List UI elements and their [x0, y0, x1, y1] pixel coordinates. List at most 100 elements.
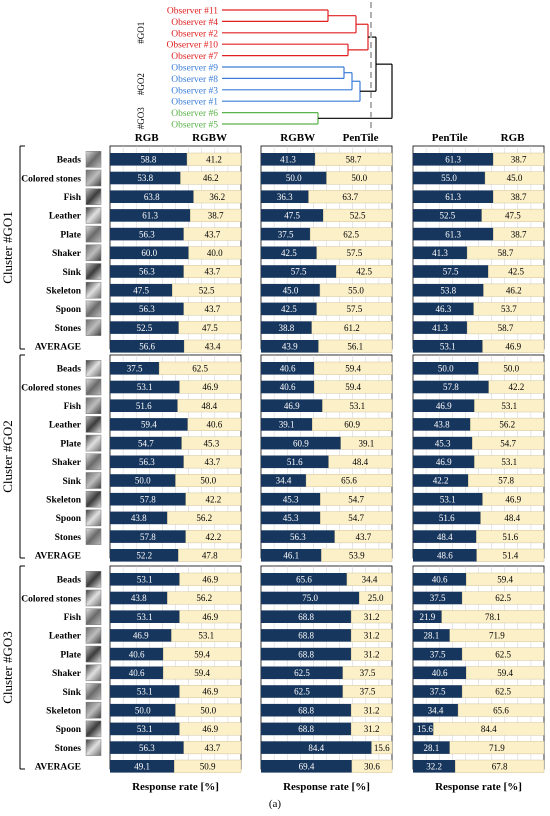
- bar-left: [413, 340, 483, 353]
- bar-right: [178, 548, 242, 562]
- row-label: Skeleton: [46, 496, 82, 506]
- observer-label: Observer #11: [167, 7, 218, 17]
- bar-left: [110, 647, 164, 661]
- bar-left: [110, 209, 191, 222]
- row-label: Shaker: [52, 458, 82, 468]
- bar-right: [441, 610, 545, 624]
- bar-right: [473, 302, 545, 316]
- bar-label-left: 37.5: [430, 687, 446, 697]
- bar-label-left: 57.8: [140, 494, 156, 504]
- bar-left: [110, 666, 164, 680]
- bar-label-left: 41.3: [280, 155, 296, 165]
- bar-label-right: 59.4: [497, 668, 513, 678]
- bar-label-right: 48.4: [352, 457, 368, 467]
- bar-right: [162, 647, 242, 661]
- bar-right: [314, 152, 393, 166]
- bar-label-right: 51.6: [502, 532, 518, 542]
- row-label: AVERAGE: [35, 343, 81, 353]
- row-label: Colored stones: [21, 383, 81, 393]
- bar-label-right: 43.7: [205, 229, 221, 239]
- row-label: Colored stones: [21, 174, 81, 184]
- bar-right: [175, 703, 242, 717]
- row-label: Stones: [55, 533, 82, 543]
- bar-label-right: 67.8: [492, 762, 508, 772]
- bar-right: [178, 321, 242, 335]
- bar-label-right: 53.9: [349, 551, 365, 561]
- bar-left: [110, 227, 184, 241]
- thumbnail-image: [85, 528, 102, 545]
- bar-right: [183, 741, 242, 755]
- row-label: Beads: [57, 156, 82, 166]
- thumbnail-image: [85, 319, 102, 336]
- bar-right: [322, 399, 393, 413]
- bar-label-left: 56.3: [139, 229, 155, 239]
- bar-left: [413, 209, 482, 222]
- bar-right: [312, 417, 393, 431]
- bar-label-left: 46.9: [284, 401, 300, 411]
- bar-left: [110, 511, 168, 525]
- group-label: #GO3: [136, 107, 146, 129]
- bar-label-left: 61.3: [445, 229, 461, 239]
- bar-right: [328, 455, 393, 469]
- bar-label-right: 50.0: [351, 173, 367, 183]
- row-label: Sink: [63, 268, 82, 278]
- bar-right: [179, 610, 242, 624]
- bar-label-right: 57.8: [498, 476, 514, 486]
- bar-label-left: 42.2: [433, 476, 449, 486]
- row-label: Plate: [60, 439, 81, 449]
- cluster-label: Cluster #GO1: [0, 211, 15, 284]
- thumbnail-image: [85, 397, 102, 414]
- bar-label-left: 56.3: [290, 532, 306, 542]
- bar-label-left: 36.3: [277, 192, 293, 202]
- bar-left: [413, 549, 477, 562]
- bar-left: [413, 760, 456, 773]
- bar-label-left: 46.9: [436, 457, 452, 467]
- bar-label-right: 51.4: [502, 551, 518, 561]
- bar-label-right: 50.0: [503, 364, 519, 374]
- bar-label-left: 43.8: [434, 420, 450, 430]
- bar-label-left: 59.4: [141, 420, 157, 430]
- bar-label-right: 61.2: [344, 323, 360, 333]
- bar-label-right: 53.1: [501, 401, 517, 411]
- bar-label-right: 54.7: [348, 494, 364, 504]
- bar-label-right: 41.2: [206, 155, 222, 165]
- bar-label-right: 46.2: [506, 285, 522, 295]
- bar-left: [261, 647, 352, 661]
- bar-right: [162, 666, 242, 680]
- bar-label-left: 40.6: [432, 668, 448, 678]
- bar-right: [457, 703, 545, 717]
- bar-label-left: 69.4: [299, 762, 315, 772]
- bar-right: [316, 246, 393, 260]
- thumbnail-image: [85, 589, 102, 607]
- bar-right: [350, 628, 393, 642]
- observer-label: Observer #3: [171, 86, 218, 96]
- bar-right: [342, 666, 393, 680]
- bar-label-left: 54.7: [138, 438, 154, 448]
- row-label: Colored stones: [21, 594, 81, 604]
- bar-label-right: 50.0: [200, 705, 216, 715]
- bar-label-left: 37.5: [278, 229, 294, 239]
- bar-left: [261, 685, 343, 698]
- bar-label-right: 38.7: [511, 192, 527, 202]
- row-label: Spoon: [56, 725, 82, 735]
- bar-left: [261, 153, 316, 166]
- bar-label-right: 43.7: [205, 267, 221, 277]
- bar-label-right: 62.5: [495, 649, 511, 659]
- bar-left: [261, 283, 320, 297]
- row-label: Beads: [57, 365, 82, 375]
- bar-label-left: 43.8: [131, 593, 147, 603]
- bar-right: [342, 685, 393, 699]
- bar-label-right: 38.7: [208, 211, 224, 221]
- bar-left: [413, 171, 486, 185]
- bar-right: [158, 361, 242, 375]
- bar-label-left: 34.4: [276, 476, 292, 486]
- bar-right: [472, 436, 545, 450]
- thumbnail-image: [85, 453, 102, 471]
- bar-label-left: 57.5: [443, 267, 459, 277]
- x-axis-label: Response rate [%]: [435, 781, 522, 793]
- bar-left: [413, 302, 474, 316]
- bar-left: [110, 436, 182, 450]
- bar-left: [261, 265, 337, 278]
